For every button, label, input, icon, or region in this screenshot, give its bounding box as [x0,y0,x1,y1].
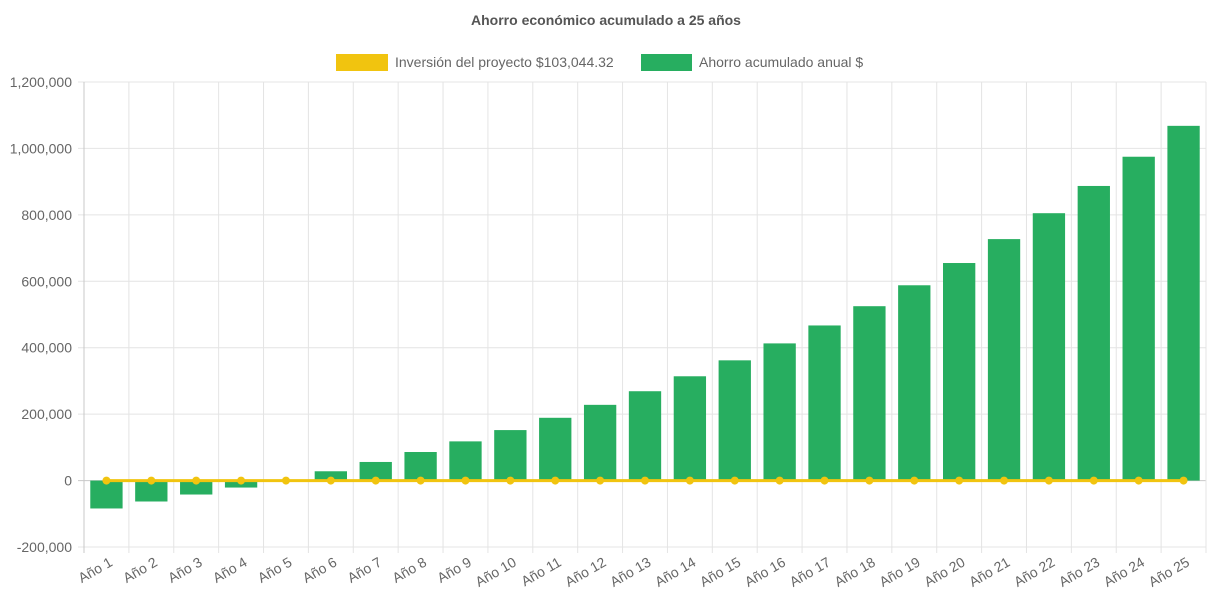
x-tick-label: Año 15 [697,554,744,590]
line-point-investment[interactable] [910,476,919,485]
legend-item-savings[interactable]: Ahorro acumulado anual $ [641,54,863,71]
bar-savings[interactable] [1077,185,1110,481]
x-tick-label: Año 14 [652,554,699,590]
bar-savings[interactable] [1122,156,1155,481]
legend-item-investment[interactable]: Inversión del proyecto $103,044.32 [336,54,614,71]
x-tick-label: Año 24 [1101,554,1148,590]
x-tick-label: Año 22 [1011,554,1058,590]
x-tick-label: Año 10 [472,554,519,590]
bar-savings[interactable] [583,404,617,481]
line-point-investment[interactable] [1000,476,1009,485]
chart-title: Ahorro económico acumulado a 25 años [471,12,741,28]
x-tick-label: Año 9 [434,554,474,586]
line-point-investment[interactable] [326,476,335,485]
line-point-investment[interactable] [461,476,470,485]
line-point-investment[interactable] [281,476,290,485]
bar-savings[interactable] [404,452,437,481]
bar-savings[interactable] [90,480,123,509]
x-tick-label: Año 13 [607,554,654,590]
y-tick-label: 1,200,000 [10,74,72,90]
line-point-investment[interactable] [551,476,560,485]
bar-savings[interactable] [135,480,168,502]
x-tick-label: Año 4 [210,554,250,586]
bar-savings[interactable] [987,239,1021,481]
line-point-investment[interactable] [865,476,874,485]
legend-swatch-investment [336,54,388,71]
bar-savings[interactable] [853,306,886,481]
x-tick-label: Año 20 [921,554,968,590]
bar-savings[interactable] [808,325,841,481]
line-point-investment[interactable] [1044,476,1053,485]
bar-savings[interactable] [449,441,482,481]
x-tick-label: Año 3 [165,554,205,586]
line-point-investment[interactable] [596,476,605,485]
line-point-investment[interactable] [192,476,201,485]
line-point-investment[interactable] [102,476,111,485]
line-point-investment[interactable] [820,476,829,485]
y-tick-label: 600,000 [21,273,72,289]
line-point-investment[interactable] [147,476,156,485]
y-tick-label: 0 [64,473,72,489]
x-tick-label: Año 7 [345,554,385,586]
bar-savings[interactable] [314,471,347,481]
x-tick-label: Año 25 [1146,554,1193,590]
line-investment [102,476,1188,485]
x-tick-label: Año 6 [300,554,340,586]
line-point-investment[interactable] [775,476,784,485]
x-tick-label: Año 21 [966,554,1013,590]
bar-savings[interactable] [1032,213,1066,481]
legend: Inversión del proyecto $103,044.32 Ahorr… [336,54,863,71]
bar-savings[interactable] [1167,125,1200,481]
line-point-investment[interactable] [730,476,739,485]
y-tick-label: -200,000 [17,539,72,555]
bar-savings[interactable] [763,343,796,481]
grid-lines [78,81,1207,553]
legend-swatch-savings [641,54,692,71]
line-point-investment[interactable] [955,476,964,485]
x-tick-label: Año 5 [255,554,295,586]
y-axis-ticks: 1,200,000 1,000,000 800,000 600,000 400,000 2… [10,74,73,555]
x-tick-label: Año 11 [518,554,564,590]
x-tick-label: Año 8 [389,554,429,586]
bar-savings[interactable] [673,376,707,481]
y-tick-label: 400,000 [21,340,72,356]
line-point-investment[interactable] [237,476,246,485]
bar-savings[interactable] [539,417,572,481]
legend-label-savings: Ahorro acumulado anual $ [699,54,863,70]
line-point-investment[interactable] [1179,476,1188,485]
bar-savings[interactable] [494,430,527,481]
x-tick-label: Año 18 [831,554,878,590]
bar-savings[interactable] [359,461,392,481]
y-tick-label: 1,000,000 [10,140,72,156]
bar-savings[interactable] [898,285,931,481]
legend-label-investment: Inversión del proyecto $103,044.32 [395,54,614,70]
bar-savings[interactable] [943,263,976,481]
x-tick-label: Año 19 [876,554,923,590]
x-tick-label: Año 12 [562,554,609,590]
bars-savings [90,125,1200,509]
y-tick-label: 800,000 [21,207,72,223]
y-tick-label: 200,000 [21,406,72,422]
line-point-investment[interactable] [1089,476,1098,485]
x-tick-label: Año 1 [75,554,115,586]
x-tick-label: Año 2 [120,554,160,586]
x-tick-label: Año 23 [1056,554,1103,590]
line-point-investment[interactable] [641,476,649,485]
line-point-investment[interactable] [1134,476,1143,485]
x-axis-ticks: Año 1 Año 2 Año 3 Año 4 Año 5 Año 6 Año 7 Año 8… [75,554,1192,590]
x-tick-label: Año 17 [787,554,834,590]
line-point-investment[interactable] [416,476,425,485]
line-point-investment[interactable] [685,476,694,485]
line-point-investment[interactable] [371,476,380,485]
bar-savings[interactable] [628,391,662,481]
bar-savings[interactable] [180,480,213,495]
line-point-investment[interactable] [506,476,515,485]
bar-savings[interactable] [718,360,751,481]
x-tick-label: Año 16 [742,554,789,590]
